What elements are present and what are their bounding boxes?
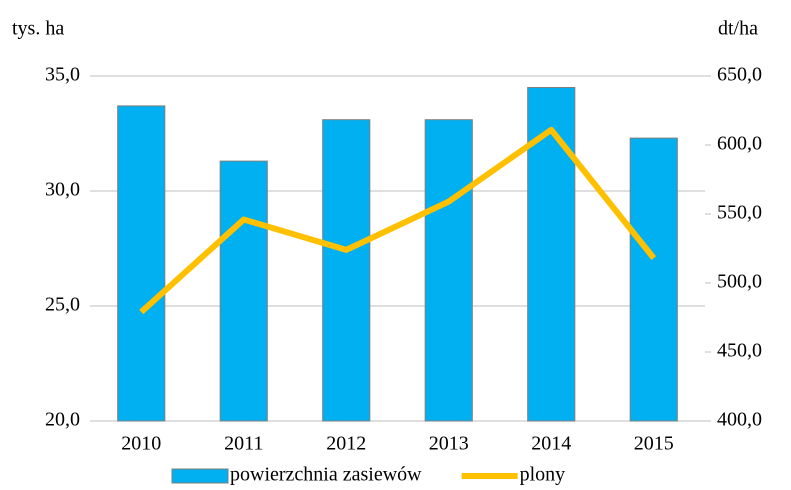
bar: [527, 87, 576, 422]
y-tick-label: 35,0: [45, 64, 80, 86]
x-tick-label: 2012: [326, 433, 366, 455]
legend-label: plony: [520, 464, 566, 486]
y-tick-label: 25,0: [45, 294, 80, 316]
line: [139, 126, 657, 315]
y2-tick-label: 450,0: [717, 340, 762, 362]
y-axis-label: tys. ha: [12, 18, 64, 40]
bar: [219, 160, 268, 422]
bar: [629, 137, 678, 422]
x-tick-label: 2013: [429, 433, 469, 455]
legend-swatch: [171, 468, 229, 484]
y2-tick-label: 400,0: [717, 409, 762, 431]
y-tick-label: 30,0: [45, 179, 80, 201]
y2-axis-label: dt/ha: [718, 18, 758, 40]
x-tick-label: 2011: [224, 433, 263, 455]
x-tick-label: 2014: [531, 433, 571, 455]
x-tick-label: 2015: [634, 433, 674, 455]
bar: [117, 105, 166, 422]
bar: [424, 119, 473, 422]
y2-tick-label: 650,0: [717, 64, 762, 86]
y2-tick-label: 500,0: [717, 271, 762, 293]
y-tick-label: 20,0: [45, 409, 80, 431]
x-tick-label: 2010: [121, 433, 161, 455]
y2-tick-label: 550,0: [717, 202, 762, 224]
bar: [322, 119, 371, 422]
y2-tick-label: 600,0: [717, 133, 762, 155]
legend-label: powierzchnia zasiewów: [230, 464, 422, 486]
